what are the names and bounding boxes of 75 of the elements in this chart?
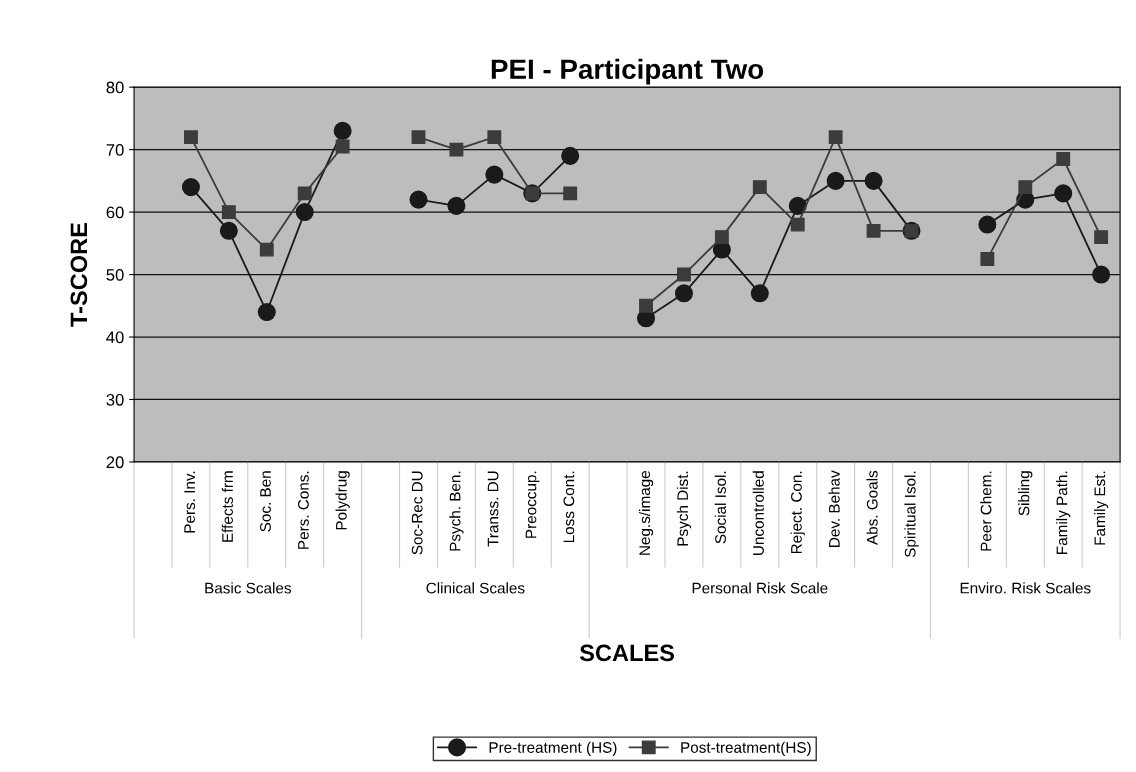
point xyxy=(826,171,845,190)
text: Personal Risk Scale xyxy=(692,582,828,594)
point xyxy=(561,146,580,165)
text: Enviro. Risk Scales xyxy=(960,582,1091,594)
point xyxy=(487,130,502,145)
point xyxy=(221,205,236,220)
point xyxy=(790,217,805,232)
x-tick-label: Soc. Ben xyxy=(260,471,271,532)
point xyxy=(1056,152,1071,166)
point xyxy=(1018,180,1033,195)
x-tick-label: Effects frm xyxy=(221,471,233,542)
point xyxy=(183,130,198,145)
y-tick-label: 30 xyxy=(106,393,124,406)
point xyxy=(714,230,729,245)
x-tick-label: Reject. Con. xyxy=(790,471,805,554)
point xyxy=(788,196,807,215)
point xyxy=(828,130,843,145)
point xyxy=(978,215,997,234)
point xyxy=(257,303,276,322)
point xyxy=(752,180,767,195)
point xyxy=(750,284,769,303)
point xyxy=(485,165,504,184)
x-tick-label: Family Est. xyxy=(1094,471,1109,545)
point xyxy=(335,139,350,154)
x-tick-label: Peer Chem. xyxy=(980,471,992,551)
text: Basic Scales xyxy=(205,582,291,594)
point xyxy=(639,298,653,313)
x-tick-label: Transs. DU xyxy=(487,471,499,547)
legend-label: Pre-treatment (HS) xyxy=(489,741,617,756)
point xyxy=(411,130,426,145)
x-tick-label: Soc-Rec DU xyxy=(411,471,423,555)
point xyxy=(866,223,881,238)
x-tick-label: Abs. Goals xyxy=(866,470,878,545)
point xyxy=(1054,184,1073,203)
y-tick-label: 20 xyxy=(106,456,124,469)
text: Clinical Scales xyxy=(426,582,525,594)
point xyxy=(297,186,312,201)
x-axis-title: SCALES xyxy=(579,644,675,662)
x-tick-label: Family Path. xyxy=(1056,471,1071,554)
point xyxy=(181,178,200,197)
point xyxy=(449,142,464,157)
y-tick-label: 80 xyxy=(106,81,124,94)
x-tick-label: Uncontrolled xyxy=(752,471,764,555)
point xyxy=(333,121,352,140)
x-tick-label: Sibling xyxy=(1018,471,1033,516)
point xyxy=(1092,265,1111,284)
y-tick-label: 50 xyxy=(106,268,124,281)
chart-title: PEI - Participant Two xyxy=(491,58,764,85)
legend-label: Post-treatment(HS) xyxy=(681,741,811,756)
x-tick-label: Neg.s/image xyxy=(638,470,654,555)
point xyxy=(563,186,578,201)
point xyxy=(677,267,691,282)
x-tick-label: Spiritual Isol. xyxy=(904,471,919,558)
point xyxy=(219,221,238,240)
x-tick-label: Pers. Inv. xyxy=(184,471,196,533)
point xyxy=(1094,230,1109,245)
x-tick-label: Psych Dist. xyxy=(676,471,692,546)
point xyxy=(447,196,466,215)
point xyxy=(409,190,428,209)
y-axis-title: T-SCORE xyxy=(70,223,88,327)
x-tick-label: Pers. Cons. xyxy=(297,471,309,549)
point xyxy=(674,284,693,303)
x-tick-label: Social Isol. xyxy=(714,471,726,544)
x-tick-label: Polydrug xyxy=(335,471,350,530)
y-tick-label: 40 xyxy=(106,331,124,344)
y-tick-label: 60 xyxy=(106,206,124,219)
x-tick-label: Psych. Ben. xyxy=(449,471,464,551)
point xyxy=(259,242,274,257)
point xyxy=(980,251,995,266)
x-tick-label: Loss Cont. xyxy=(563,471,575,543)
point xyxy=(864,171,883,190)
y-tick-label: 70 xyxy=(106,144,124,156)
x-tick-label: Dev. Behav xyxy=(828,470,840,547)
point xyxy=(295,203,314,222)
x-tick-label: Preoccup. xyxy=(525,471,540,538)
